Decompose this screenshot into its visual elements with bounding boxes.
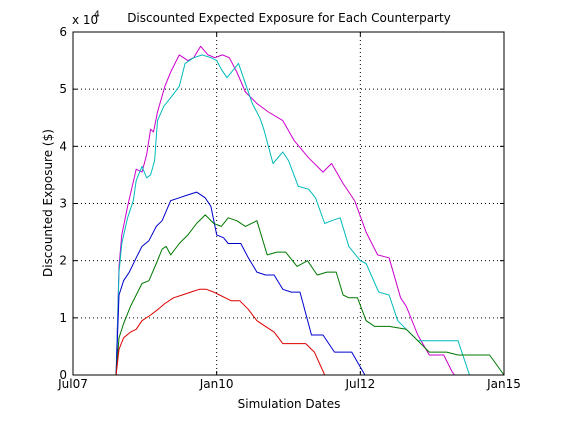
y-tick-label: 6 <box>59 25 67 39</box>
y-axis-label: Discounted Exposure ($) <box>41 129 55 277</box>
chart-title: Discounted Expected Exposure for Each Co… <box>127 11 451 25</box>
y-tick-label: 0 <box>59 368 67 382</box>
x-tick-label: Jul12 <box>344 377 375 391</box>
y-tick-label: 3 <box>59 197 67 211</box>
y-axis-exponent-power: 4 <box>94 10 100 20</box>
y-tick-label: 2 <box>59 254 67 268</box>
x-tick-label: Jan10 <box>199 377 234 391</box>
y-tick-label: 5 <box>59 82 67 96</box>
y-tick-label: 1 <box>59 311 67 325</box>
y-tick-label: 4 <box>59 139 67 153</box>
x-tick-label: Jan15 <box>486 377 521 391</box>
x-axis-label: Simulation Dates <box>238 397 341 411</box>
